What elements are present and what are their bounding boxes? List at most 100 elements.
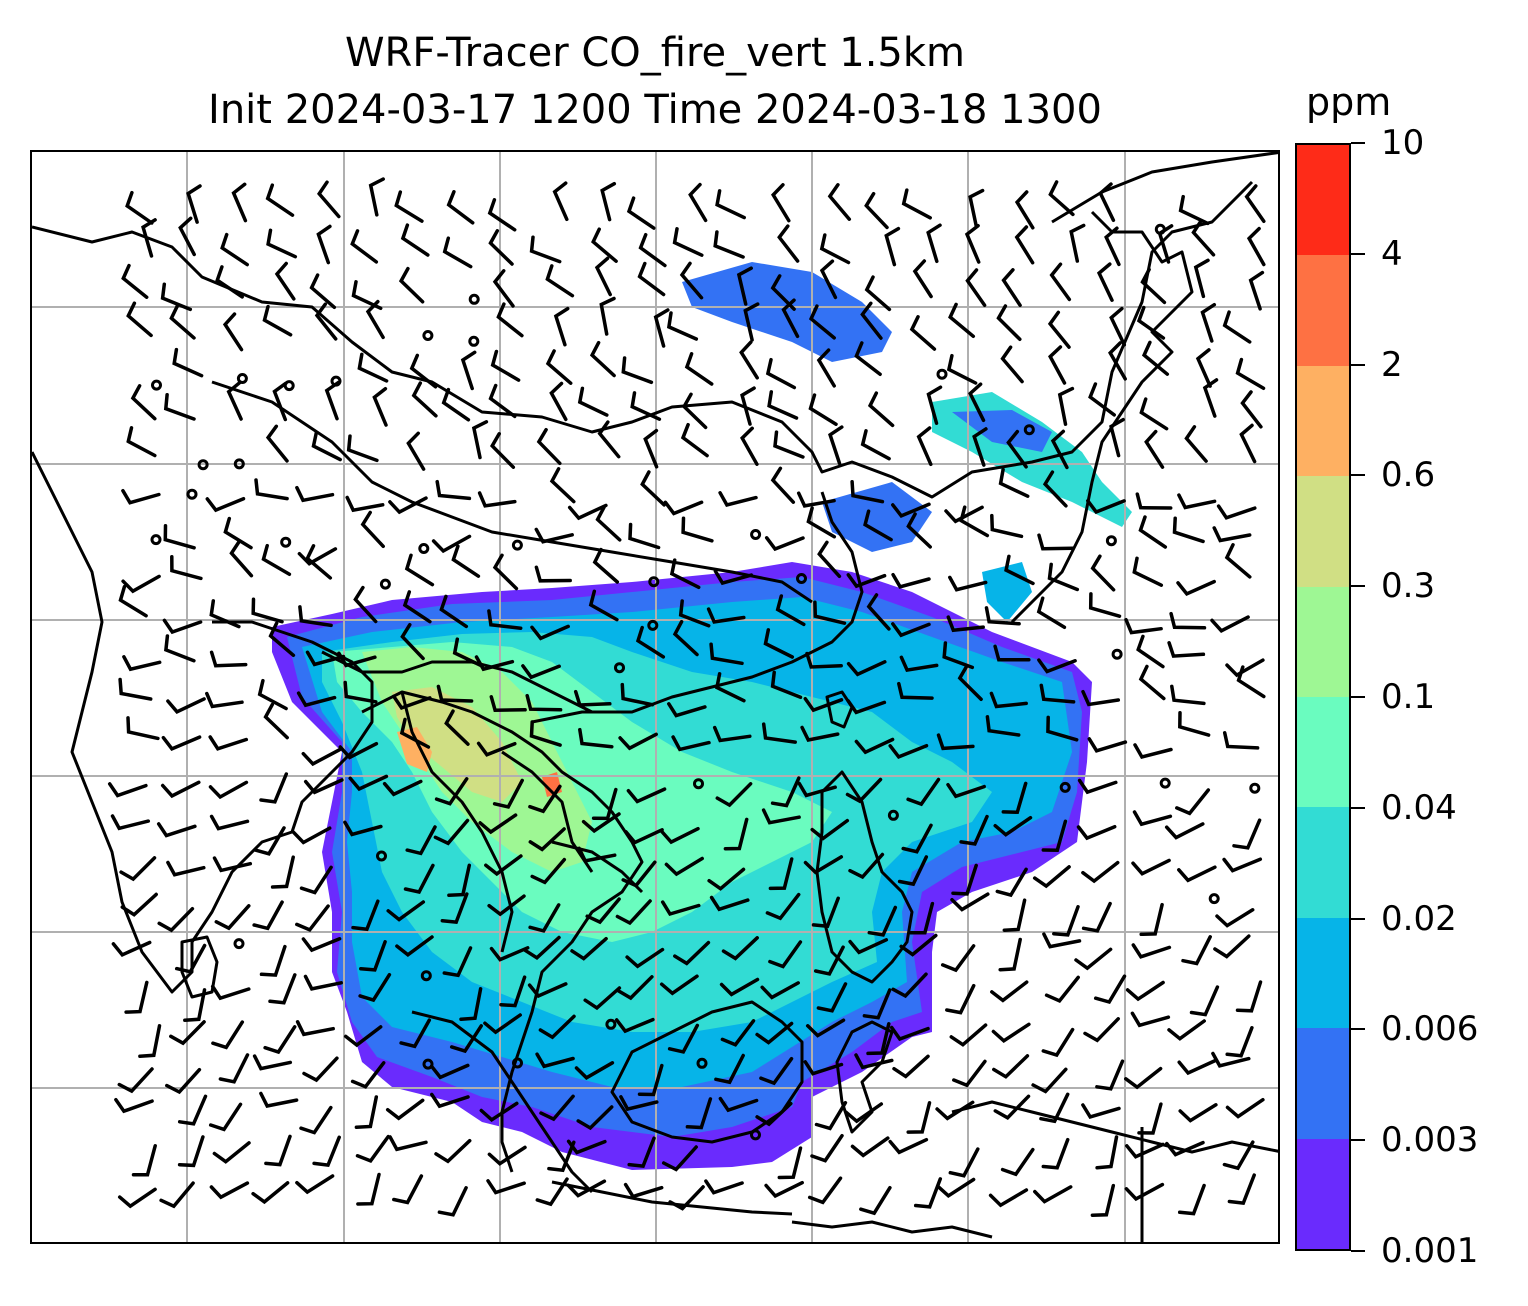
wind-barb <box>819 233 851 265</box>
wind-barb <box>471 420 489 460</box>
wind-barb <box>1093 974 1127 1005</box>
wind-barb <box>268 973 297 1005</box>
wind-barb <box>621 356 654 385</box>
wind-barb <box>545 264 575 298</box>
wind-barb <box>1002 898 1027 932</box>
calm-marker <box>150 534 162 546</box>
wind-barb <box>863 509 893 542</box>
colorbar-tick-label: 4 <box>1381 233 1403 274</box>
colorbar-tick-label: 0.3 <box>1381 566 1436 607</box>
wind-barb <box>848 938 889 955</box>
wind-barb <box>850 479 885 504</box>
wind-barb <box>1109 306 1127 347</box>
wind-barb <box>395 935 434 958</box>
calm-marker <box>422 330 434 341</box>
wind-barb <box>351 899 380 932</box>
wind-barb <box>259 1091 299 1108</box>
wind-barb <box>1178 1103 1218 1123</box>
wind-barb <box>212 856 253 873</box>
wind-barb <box>394 190 424 223</box>
colorbar-tick <box>1351 1250 1365 1252</box>
wind-barb <box>157 906 195 933</box>
wind-barb <box>1014 190 1035 230</box>
wind-barb <box>679 261 704 300</box>
wind-barb <box>948 1147 980 1178</box>
wind-barb <box>805 1018 846 1038</box>
wind-barb <box>400 622 425 661</box>
wind-barb <box>761 808 801 825</box>
wind-barb <box>1042 932 1082 949</box>
wind-barb <box>350 229 379 264</box>
wind-barb <box>743 302 760 342</box>
wind-barb <box>626 787 667 804</box>
wind-barb <box>1031 1067 1068 1094</box>
calm-marker <box>750 529 762 540</box>
wind-barb <box>487 1145 527 1166</box>
wind-barb <box>715 782 753 808</box>
wind-barb <box>1164 822 1205 840</box>
wind-barb <box>859 1185 892 1216</box>
wind-barb <box>913 1177 943 1209</box>
wind-barb <box>430 1092 470 1109</box>
wind-barb <box>866 1022 891 1056</box>
wind-barb <box>1124 617 1163 635</box>
wind-barb <box>965 268 987 308</box>
colorbar-tick-label: 0.1 <box>1381 677 1436 717</box>
colorbar-tick <box>1351 696 1365 698</box>
colorbar-segment <box>1297 476 1349 587</box>
calm-marker <box>696 1057 708 1069</box>
calm-marker <box>648 576 660 588</box>
wind-barb <box>854 341 882 377</box>
wind-barb <box>709 642 744 666</box>
wind-barb <box>338 741 379 760</box>
wind-barb <box>126 426 157 458</box>
wind-barb <box>169 303 196 340</box>
wind-barb <box>1000 1147 1035 1177</box>
chart-title-line-2: Init 2024-03-17 1200 Time 2024-03-18 130… <box>208 87 1102 133</box>
wind-barb <box>337 651 377 668</box>
wind-barb <box>309 273 337 310</box>
wind-barb <box>588 589 619 622</box>
wind-barb <box>615 899 652 926</box>
wind-barb <box>585 897 621 925</box>
wind-barb <box>1052 905 1080 937</box>
field-level-0.3 <box>392 687 522 802</box>
wind-barb <box>359 940 387 972</box>
colorbar-unit-label: ppm <box>1306 80 1392 124</box>
wind-barb <box>1036 596 1067 630</box>
wind-barb <box>263 702 289 740</box>
wind-barb <box>489 946 530 962</box>
wind-barb <box>1165 1140 1205 1157</box>
wind-barb <box>265 183 295 217</box>
colorbar-tick <box>1351 585 1365 588</box>
border-china-mongolia <box>211 380 813 604</box>
wind-barb <box>899 655 939 673</box>
calm-marker <box>236 373 248 384</box>
wind-barb <box>1133 743 1173 760</box>
calm-marker <box>936 368 948 380</box>
wind-barb <box>429 1063 470 1080</box>
wind-barb <box>476 741 517 757</box>
map-canvas <box>32 152 1278 1242</box>
wind-barb <box>324 380 341 421</box>
wind-barb <box>346 434 379 463</box>
coastline-indochina <box>361 690 644 1173</box>
wind-barb <box>356 1172 381 1206</box>
wind-barb <box>409 353 438 389</box>
wind-barb <box>435 479 472 501</box>
calm-marker <box>233 458 245 470</box>
wind-barb <box>138 1024 162 1059</box>
wind-barb <box>261 543 292 577</box>
colorbar-segment <box>1297 365 1349 477</box>
wind-barb <box>1235 980 1263 1013</box>
wind-barb <box>566 1139 607 1155</box>
wind-barb <box>478 813 518 835</box>
wind-barb <box>972 427 988 467</box>
wind-barb <box>567 503 608 521</box>
wind-barb <box>348 774 389 792</box>
wind-barb <box>659 974 699 996</box>
wind-barb <box>566 1179 607 1198</box>
wind-barb <box>993 1094 1031 1120</box>
wind-barb <box>121 263 149 299</box>
wind-barb <box>906 777 941 807</box>
